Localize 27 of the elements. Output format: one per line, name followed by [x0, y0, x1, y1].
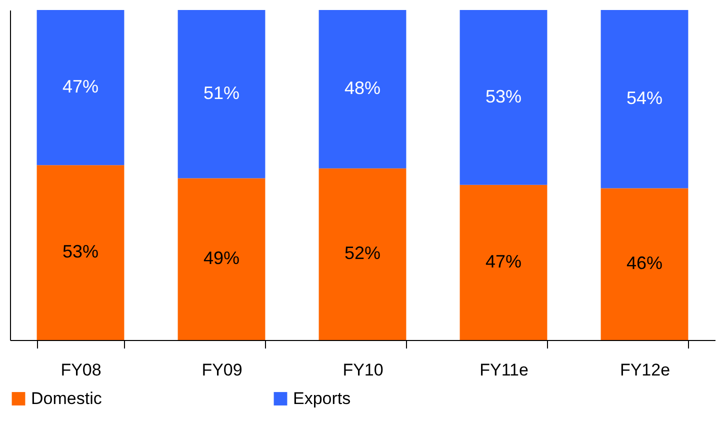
x-tick-label: FY11e	[480, 360, 528, 380]
bar	[36, 10, 124, 166]
data-label: 47%	[485, 251, 522, 272]
bar	[318, 10, 406, 168]
bar	[600, 188, 688, 340]
legend-label: Exports	[293, 388, 351, 408]
data-label: 53%	[485, 86, 522, 106]
bar	[178, 178, 266, 340]
x-tick-label: FY08	[60, 360, 102, 380]
data-label: 51%	[203, 83, 240, 104]
legend-label: Domestic	[31, 388, 102, 408]
bar	[318, 168, 406, 340]
data-label: 46%	[626, 253, 663, 274]
data-label: 47%	[62, 76, 99, 97]
x-tick-label: FY09	[202, 360, 242, 380]
data-label: 49%	[203, 248, 240, 268]
data-label: 54%	[626, 88, 663, 108]
x-tick-label: FY12e	[620, 360, 670, 380]
bar	[460, 10, 548, 185]
bar	[460, 184, 548, 340]
bar	[600, 10, 688, 188]
bar	[178, 10, 266, 178]
x-tick-label: FY10	[342, 360, 384, 380]
data-label: 48%	[344, 78, 381, 98]
data-label: 52%	[344, 243, 381, 264]
data-label: 53%	[62, 242, 99, 262]
bar	[36, 165, 124, 340]
